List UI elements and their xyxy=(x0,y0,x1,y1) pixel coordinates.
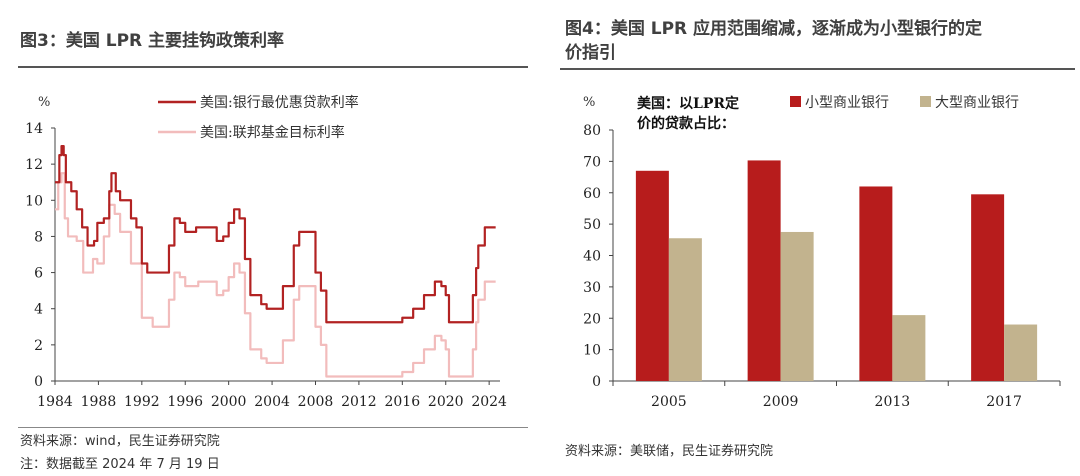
bar-chart: % 0 10 20 30 40 50 60 70 80 2005 2009 2013 2017 小型商业银… xyxy=(583,95,1061,410)
bar-chart-annotation-line1: 美国：以LPR定 xyxy=(637,95,739,112)
bar-chart-legend-label: 小型商业银行 xyxy=(805,95,889,111)
bar-chart-bar xyxy=(635,170,669,381)
line-chart-y-tick-label: 12 xyxy=(25,157,43,173)
figure-4-title-line1: 图4：美国 LPR 应用范围缩减，逐渐成为小型银行的定 xyxy=(565,19,983,39)
bar-chart-y-tick-label: 60 xyxy=(583,186,601,202)
line-chart-y-tick-label: 4 xyxy=(34,302,43,318)
bar-chart-y-tick-label: 20 xyxy=(583,311,601,327)
bar-chart-bar xyxy=(780,231,814,381)
figure-4-title-line2: 价指引 xyxy=(565,43,616,63)
bar-chart-legend: 小型商业银行 大型商业银行 xyxy=(790,95,1019,111)
figure-3-title: 图3：美国 LPR 主要挂钩政策利率 xyxy=(20,31,285,51)
line-chart: % 0 2 4 6 8 10 12 14 1984 1988 1992 1996 2000 2004 2008… xyxy=(25,94,507,410)
bar-chart-bar xyxy=(668,238,702,381)
line-chart-x-tick-label: 2020 xyxy=(428,394,464,410)
bar-chart-y-tick-label: 70 xyxy=(583,154,601,170)
bar-chart-y-tick-label: 40 xyxy=(583,249,601,265)
bar-chart-legend-swatch xyxy=(920,96,931,107)
bar-chart-bar xyxy=(971,194,1005,381)
line-chart-x-tick-label: 1992 xyxy=(124,394,160,410)
line-chart-legend-label: 美国:联邦基金目标利率 xyxy=(200,124,345,141)
bar-chart-y-unit: % xyxy=(583,95,595,110)
line-chart-x-tick-label: 2016 xyxy=(384,394,420,410)
bar-chart-legend-swatch xyxy=(790,96,801,107)
line-chart-axes: % 0 2 4 6 8 10 12 14 1984 1988 1992 1996 2000 2004 2008… xyxy=(25,95,507,410)
line-chart-x-tick-label: 1996 xyxy=(167,394,203,410)
line-chart-series-line xyxy=(55,144,496,324)
bar-chart-bar xyxy=(1004,324,1038,381)
bar-chart-bar xyxy=(892,315,926,381)
figure-3-source: 资料来源：wind，民生证券研究院 xyxy=(20,434,220,449)
line-chart-x-tick-label: 1984 xyxy=(37,394,73,410)
line-chart-y-tick-label: 6 xyxy=(34,266,43,282)
figure-4-panel: 图4：美国 LPR 应用范围缩减，逐渐成为小型银行的定 价指引 % 0 10 20 30… xyxy=(555,0,1080,476)
bar-chart-y-tick-label: 0 xyxy=(592,374,601,390)
line-chart-y-tick-label: 10 xyxy=(25,193,43,209)
line-chart-x-tick-label: 1988 xyxy=(81,394,117,410)
line-chart-x-tick-label: 2000 xyxy=(211,394,247,410)
figure-3-title-rule xyxy=(18,66,528,68)
bar-chart-x-tick-label: 2013 xyxy=(875,394,911,410)
line-chart-y-tick-label: 0 xyxy=(34,374,43,390)
figure-4-title-rule xyxy=(560,68,1075,70)
bar-chart-axes: % 0 10 20 30 40 50 60 70 80 2005 2009 2013 2017 xyxy=(583,95,1061,410)
bar-chart-bar xyxy=(859,186,893,381)
figure-3-note: 注：数据截至 2024 年 7 月 19 日 xyxy=(20,457,220,472)
line-chart-series xyxy=(55,144,496,378)
bar-chart-x-tick-label: 2017 xyxy=(986,394,1022,410)
line-chart-x-tick-label: 2012 xyxy=(341,394,377,410)
line-chart-series-line xyxy=(55,172,496,378)
bar-chart-x-tick-label: 2005 xyxy=(651,394,687,410)
line-chart-y-tick-label: 2 xyxy=(34,338,43,354)
figure-4-source: 资料来源：美联储，民生证券研究院 xyxy=(565,444,774,459)
bar-chart-bar xyxy=(747,160,781,381)
line-chart-legend-label: 美国:银行最优惠贷款利率 xyxy=(200,94,359,111)
bar-chart-y-tick-label: 30 xyxy=(583,280,601,296)
line-chart-x-tick-label: 2008 xyxy=(298,394,334,410)
line-chart-y-tick-label: 8 xyxy=(34,229,43,245)
line-chart-x-tick-label: 2024 xyxy=(471,394,507,410)
bar-chart-y-tick-label: 80 xyxy=(583,123,601,139)
bar-chart-y-tick-label: 10 xyxy=(583,343,601,359)
bar-chart-legend-label: 大型商业银行 xyxy=(935,95,1019,111)
figure-3-bottom-rule xyxy=(18,427,528,428)
bar-chart-y-tick-label: 50 xyxy=(583,217,601,233)
line-chart-y-unit: % xyxy=(38,95,50,110)
bar-chart-bars xyxy=(635,160,1038,381)
bar-chart-annotation-line2: 价的贷款占比： xyxy=(637,115,735,132)
figure-3-panel: 图3：美国 LPR 主要挂钩政策利率 % 0 2 4 6 8 10 12 14 1984 1988 1… xyxy=(0,0,530,476)
line-chart-y-tick-label: 14 xyxy=(25,121,43,137)
bar-chart-x-tick-label: 2009 xyxy=(763,394,799,410)
line-chart-x-tick-label: 2004 xyxy=(254,394,290,410)
